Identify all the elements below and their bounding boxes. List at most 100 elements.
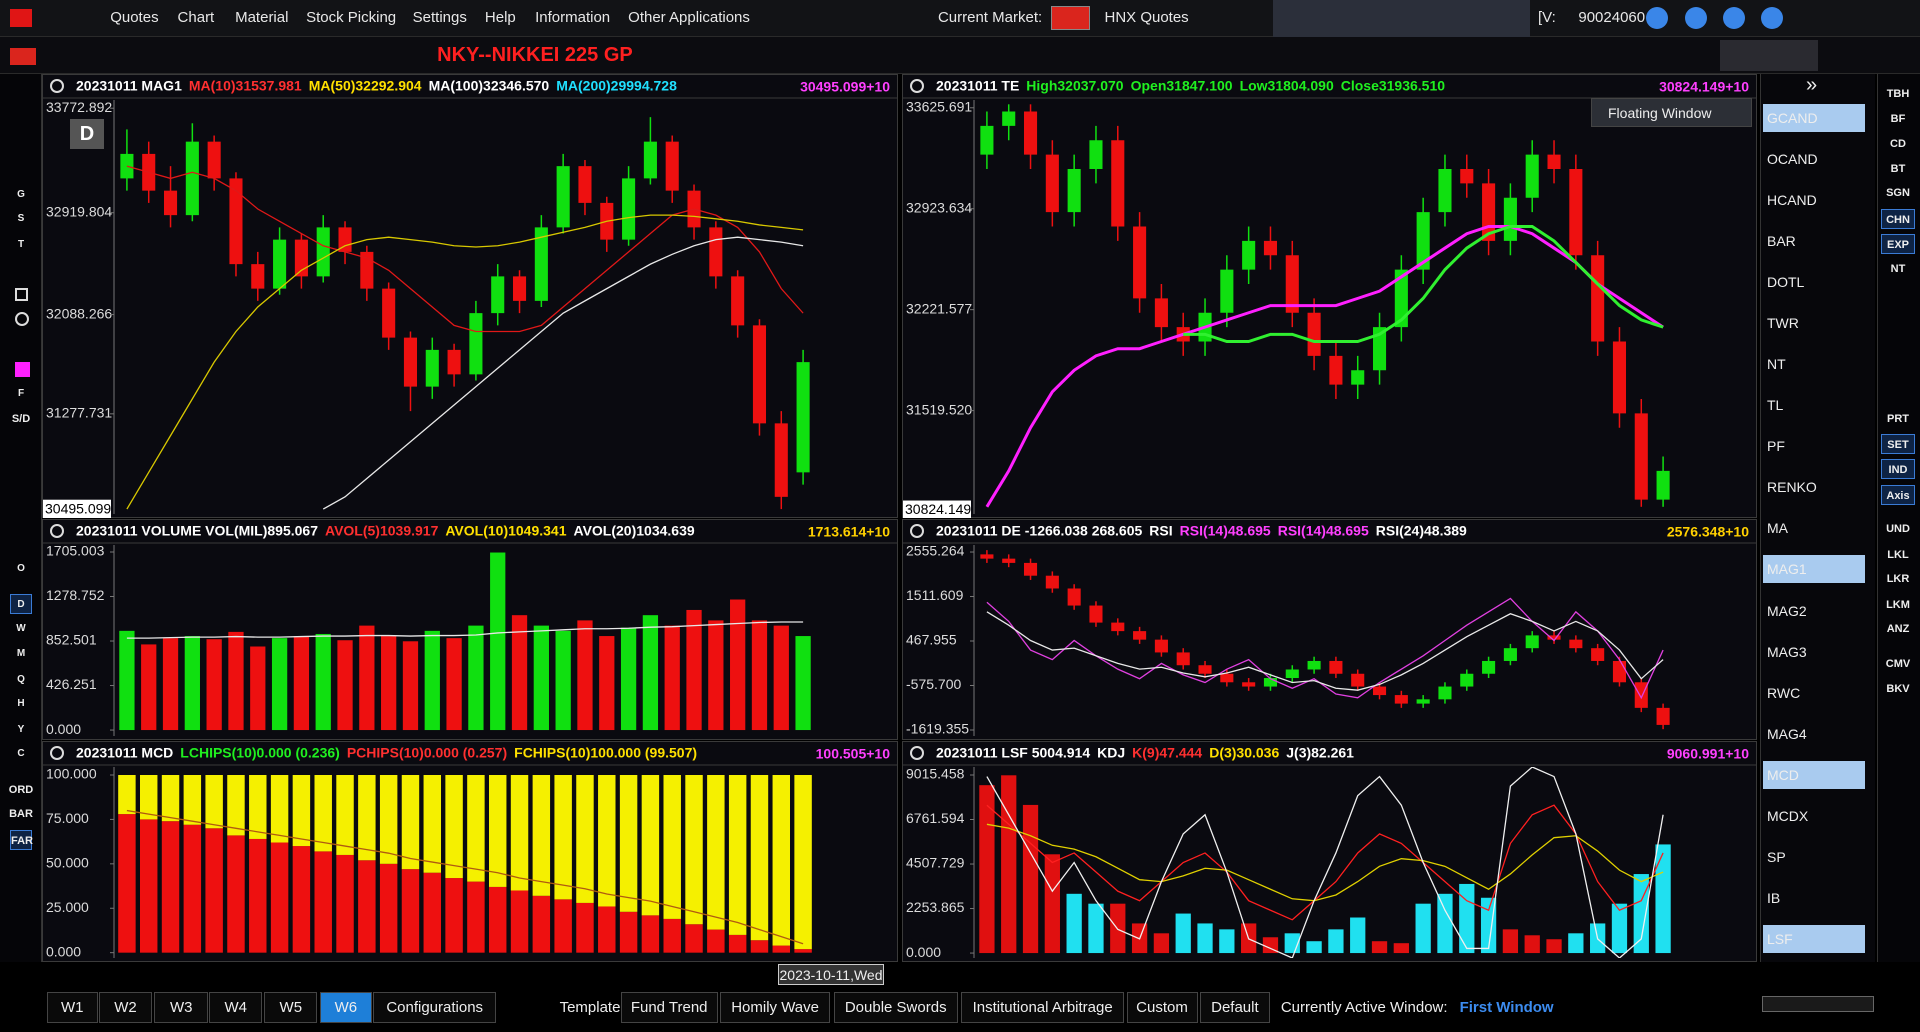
menu-item[interactable]: Information	[535, 9, 611, 26]
right-list-item[interactable]: TL	[1767, 397, 1784, 414]
candle-body	[1133, 226, 1147, 299]
y-tick-label: 6761.594	[906, 810, 965, 826]
side-button[interactable]: BF	[1890, 112, 1906, 125]
side-button[interactable]: CHN	[1881, 209, 1915, 230]
window-tab[interactable]: W5	[264, 992, 318, 1023]
window-tab[interactable]: W6	[319, 992, 373, 1023]
candle-body	[185, 141, 199, 216]
side-button[interactable]: Axis	[1881, 484, 1915, 505]
side-button[interactable]: LKL	[1887, 548, 1909, 561]
menu-item[interactable]: Other Applications	[628, 9, 750, 26]
bar	[532, 774, 551, 896]
menu-item[interactable]: Chart	[177, 9, 215, 26]
left-tool[interactable]: G	[17, 188, 25, 200]
bar	[1459, 883, 1475, 954]
side-button[interactable]: SET	[1881, 434, 1915, 455]
right-list-item[interactable]: MA	[1767, 520, 1788, 537]
menu-icon[interactable]	[1760, 7, 1783, 29]
side-button[interactable]: IND	[1881, 458, 1915, 479]
floating-window[interactable]: Floating Window	[1591, 98, 1752, 127]
left-tool[interactable]: Y	[17, 723, 25, 735]
side-button[interactable]: SGN	[1886, 187, 1910, 200]
right-list-expand[interactable]: »	[1806, 74, 1818, 96]
tool-square	[15, 288, 28, 301]
right-list-item[interactable]: RWC	[1767, 684, 1801, 701]
window-tab[interactable]: W4	[209, 992, 263, 1023]
bar	[728, 774, 747, 935]
right-list-item[interactable]: SP	[1767, 849, 1786, 866]
right-list-item[interactable]: LSF	[1763, 925, 1865, 954]
right-list-item[interactable]: RENKO	[1767, 479, 1817, 496]
right-list-item[interactable]: MAG4	[1767, 725, 1807, 742]
left-tool[interactable]: S	[17, 213, 25, 225]
left-tool[interactable]: BAR	[9, 808, 33, 821]
left-tool[interactable]: D	[10, 593, 32, 614]
menu-item[interactable]: Quotes	[110, 9, 159, 26]
right-list-item[interactable]: MCDX	[1767, 807, 1809, 824]
left-tool[interactable]: S/D	[11, 412, 31, 425]
right-list-item[interactable]: PF	[1767, 438, 1785, 455]
left-tool[interactable]: T	[17, 238, 25, 250]
window-tab[interactable]: W1	[46, 992, 98, 1023]
side-button[interactable]: CMV	[1885, 657, 1911, 670]
active-window[interactable]: First Window	[1459, 999, 1554, 1016]
right-list-item[interactable]: MAG3	[1767, 643, 1807, 660]
left-tool[interactable]: F	[17, 388, 25, 400]
menu-icon[interactable]	[1722, 7, 1745, 29]
menu-item[interactable]: Help	[484, 9, 516, 26]
toolbar	[0, 37, 1920, 74]
side-button[interactable]: BT	[1890, 162, 1906, 175]
right-list-item[interactable]: BAR	[1767, 232, 1796, 249]
window-tab[interactable]: W3	[154, 992, 209, 1023]
menu-icon[interactable]	[1645, 7, 1668, 29]
right-list-item[interactable]: DOTL	[1767, 273, 1805, 290]
window-tab[interactable]: Configurations	[373, 992, 496, 1023]
template-tab[interactable]: Custom	[1126, 992, 1198, 1023]
left-tool[interactable]: W	[16, 623, 26, 635]
chart-panel: 20231011 TE High32037.070 Open31847.100 Low…	[902, 74, 1757, 518]
right-list-item[interactable]: MCD	[1763, 760, 1865, 789]
right-list-item[interactable]: IB	[1767, 890, 1781, 907]
menu-item[interactable]: Material	[235, 9, 289, 26]
candle-body	[1656, 470, 1670, 500]
side-button[interactable]: NT	[1890, 263, 1906, 276]
left-tool[interactable]: ORD	[8, 783, 34, 796]
left-tool[interactable]: C	[17, 748, 25, 760]
left-tool[interactable]: FAR	[10, 830, 33, 850]
menu-item[interactable]: Stock Picking	[306, 9, 397, 26]
right-list-item[interactable]: HCAND	[1767, 191, 1817, 208]
side-button[interactable]: TBH	[1886, 88, 1910, 101]
right-list-item[interactable]: MAG1	[1763, 555, 1865, 584]
side-button[interactable]: EXP	[1881, 233, 1915, 254]
candle-body	[1416, 699, 1430, 704]
panel-header: AVOL(20)1034.639	[574, 523, 695, 539]
right-list-item[interactable]: GCAND	[1763, 103, 1865, 132]
plot	[120, 117, 810, 510]
left-tool[interactable]: O	[17, 563, 25, 575]
left-tool[interactable]: Q	[17, 673, 25, 685]
side-button[interactable]: PRT	[1887, 412, 1909, 425]
side-button[interactable]: CD	[1890, 138, 1906, 151]
right-list-item[interactable]: TWR	[1767, 314, 1799, 331]
template-tab[interactable]: Double Swords	[833, 992, 958, 1023]
right-list-item[interactable]: MAG2	[1767, 602, 1807, 619]
market-name[interactable]: HNX Quotes	[1104, 9, 1189, 26]
side-button[interactable]: LKR	[1886, 573, 1910, 586]
window-tab[interactable]: W2	[99, 992, 152, 1023]
left-tool[interactable]: M	[16, 647, 26, 659]
side-button[interactable]: ANZ	[1886, 623, 1910, 636]
template-tab[interactable]: Default	[1200, 992, 1270, 1023]
template-tab[interactable]: Homily Wave	[720, 992, 831, 1023]
side-button[interactable]: BKV	[1886, 683, 1910, 696]
template-tab[interactable]: Institutional Arbitrage	[961, 992, 1125, 1023]
bar	[379, 863, 398, 953]
side-button[interactable]: UND	[1886, 522, 1910, 535]
side-button[interactable]: LKM	[1886, 598, 1910, 611]
right-list-item[interactable]: NT	[1767, 356, 1786, 373]
menu-icon[interactable]	[1684, 7, 1707, 29]
menu-item[interactable]: Settings	[412, 9, 467, 26]
left-tool[interactable]: H	[17, 698, 25, 710]
candle-body	[1176, 652, 1190, 666]
template-tab[interactable]: Fund Trend	[620, 992, 718, 1023]
right-list-item[interactable]: OCAND	[1767, 150, 1818, 167]
